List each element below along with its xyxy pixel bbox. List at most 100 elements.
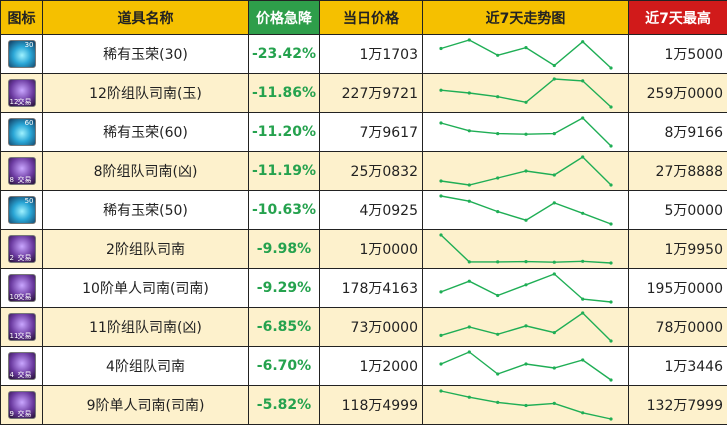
icon-tag: 交易 — [17, 293, 32, 301]
today-price: 4万0925 — [319, 190, 423, 230]
table-row[interactable]: 11 交易 11阶组队司南(凶) -6.85% 73万0000 78万0000 — [0, 307, 727, 347]
icon-level: 11 — [9, 332, 19, 340]
trend-point — [467, 199, 471, 203]
max-price: 195万0000 — [628, 268, 727, 308]
table-row[interactable]: 4 交易 4阶组队司南 -6.70% 1万2000 1万3446 — [0, 346, 727, 386]
trend-point — [524, 260, 528, 264]
trend-point — [581, 116, 585, 120]
icon-level: 60 — [24, 119, 34, 127]
trend-chart-cell — [422, 307, 629, 347]
price-drop: -10.63% — [248, 190, 320, 230]
today-price: 227万9721 — [319, 73, 423, 113]
trend-sparkline — [439, 194, 613, 226]
trend-point — [609, 66, 613, 70]
trend-sparkline — [439, 350, 613, 382]
trend-point — [552, 77, 556, 81]
trend-point — [524, 362, 528, 366]
trend-point — [552, 331, 556, 335]
icon-level: 10 — [9, 293, 19, 301]
trend-sparkline — [439, 389, 613, 421]
item-icon-cell: 10 交易 — [0, 268, 43, 308]
trend-point — [439, 179, 443, 183]
trend-point — [439, 362, 443, 366]
item-icon-cell: 12 交易 — [0, 73, 43, 113]
item-name: 稀有玉荣(50) — [42, 190, 249, 230]
trend-point — [467, 350, 471, 354]
trend-point — [552, 173, 556, 177]
price-drop-table: 图标 道具名称 价格急降 当日价格 近7天走势图 近7天最高 30 稀有玉荣(30… — [0, 0, 727, 425]
trend-point — [581, 79, 585, 83]
table-row[interactable]: 12 交易 12阶组队司南(玉) -11.86% 227万9721 259万0000 — [0, 73, 727, 113]
trend-point — [581, 411, 585, 415]
price-drop: -9.29% — [248, 268, 320, 308]
table-header-row: 图标 道具名称 价格急降 当日价格 近7天走势图 近7天最高 — [0, 0, 727, 35]
header-trend: 近7天走势图 — [422, 0, 629, 35]
trend-point — [496, 53, 500, 57]
table-row[interactable]: 50 稀有玉荣(50) -10.63% 4万0925 5万0000 — [0, 190, 727, 230]
trend-point — [467, 183, 471, 187]
table-row[interactable]: 30 稀有玉荣(30) -23.42% 1万1703 1万5000 — [0, 34, 727, 74]
trend-chart-cell — [422, 73, 629, 113]
item-name: 8阶组队司南(凶) — [42, 151, 249, 191]
icon-tag: 交易 — [17, 410, 32, 418]
table-row[interactable]: 60 稀有玉荣(60) -11.20% 7万9617 8万9166 — [0, 112, 727, 152]
trend-point — [609, 105, 613, 109]
header-price: 当日价格 — [319, 0, 423, 35]
icon-level: 8 — [9, 176, 14, 184]
item-icon-cell: 60 — [0, 112, 43, 152]
icon-tag: 交易 — [17, 254, 32, 262]
trend-point — [581, 358, 585, 362]
trend-point — [609, 144, 613, 148]
item-name: 9阶单人司南(司南) — [42, 385, 249, 425]
trend-point — [439, 194, 443, 198]
icon-level: 2 — [9, 254, 14, 262]
trend-sparkline — [439, 77, 613, 109]
item-name: 11阶组队司南(凶) — [42, 307, 249, 347]
trend-point — [467, 325, 471, 329]
trend-point — [496, 400, 500, 404]
trend-point — [467, 129, 471, 133]
icon-tag: 交易 — [17, 176, 32, 184]
trend-point — [439, 88, 443, 92]
max-price: 259万0000 — [628, 73, 727, 113]
trend-point — [467, 38, 471, 42]
trend-point — [581, 311, 585, 315]
item-icon-cell: 8 交易 — [0, 151, 43, 191]
table-row[interactable]: 9 交易 9阶单人司南(司南) -5.82% 118万4999 132万7999 — [0, 385, 727, 425]
trend-chart-cell — [422, 112, 629, 152]
max-price: 132万7999 — [628, 385, 727, 425]
max-price: 1万9950 — [628, 229, 727, 269]
trend-point — [439, 46, 443, 51]
price-drop: -9.98% — [248, 229, 320, 269]
trend-point — [524, 403, 528, 408]
max-price: 1万3446 — [628, 346, 727, 386]
gem-icon: 60 — [7, 118, 36, 146]
table-row[interactable]: 2 交易 2阶组队司南 -9.98% 1万0000 1万9950 — [0, 229, 727, 269]
trend-line — [440, 39, 612, 69]
trend-sparkline — [439, 272, 613, 304]
item-icon-cell: 30 — [0, 34, 43, 74]
trend-point — [609, 339, 613, 343]
today-price: 118万4999 — [319, 385, 423, 425]
card-icon: 2 交易 — [7, 235, 36, 263]
header-max: 近7天最高 — [628, 0, 727, 35]
trend-point — [524, 132, 528, 136]
trend-point — [609, 261, 613, 265]
trend-line — [440, 234, 612, 264]
trend-point — [552, 366, 556, 370]
table-row[interactable]: 10 交易 10阶单人司南(司南) -9.29% 178万4163 195万0000 — [0, 268, 727, 308]
trend-point — [467, 395, 471, 399]
trend-point — [524, 46, 528, 50]
item-icon-cell: 4 交易 — [0, 346, 43, 386]
item-name: 稀有玉荣(60) — [42, 112, 249, 152]
today-price: 73万0000 — [319, 307, 423, 347]
price-drop: -5.82% — [248, 385, 320, 425]
item-icon-cell: 2 交易 — [0, 229, 43, 269]
trend-point — [467, 91, 471, 95]
item-icon-cell: 9 交易 — [0, 385, 43, 425]
item-name: 稀有玉荣(30) — [42, 34, 249, 74]
trend-point — [581, 155, 585, 159]
price-drop: -11.20% — [248, 112, 320, 152]
item-icon-cell: 50 — [0, 190, 43, 230]
table-row[interactable]: 8 交易 8阶组队司南(凶) -11.19% 25万0832 27万8888 — [0, 151, 727, 191]
